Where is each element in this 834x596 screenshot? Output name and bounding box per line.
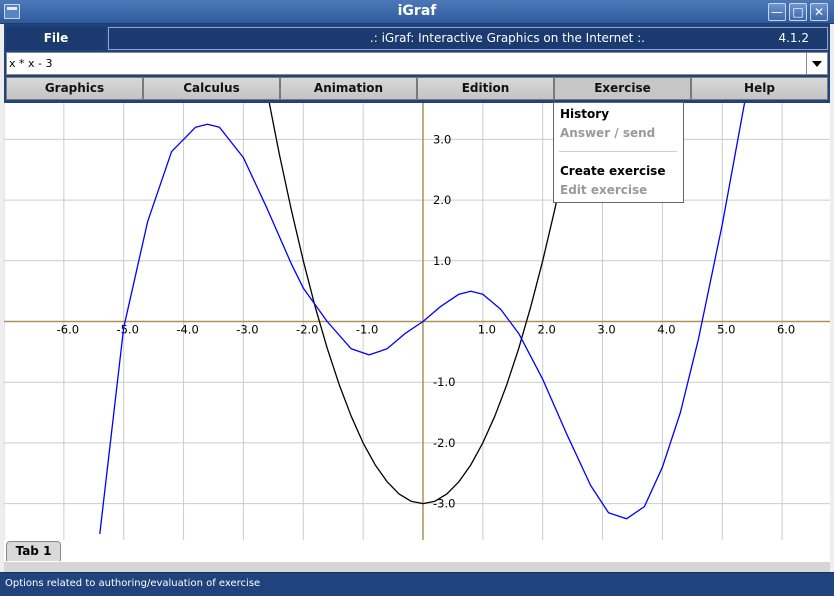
menu-exercise[interactable]: Exercise — [554, 77, 691, 100]
app-banner: .: iGraf: Interactive Graphics on the In… — [108, 27, 828, 50]
tab-strip-divider — [4, 562, 830, 572]
y-tick-label: -2.0 — [433, 436, 455, 450]
y-tick-label: 2.0 — [433, 193, 451, 207]
series-line-1 — [268, 103, 578, 505]
x-tick-label: 6.0 — [777, 323, 795, 337]
maximize-button[interactable]: □ — [789, 3, 807, 21]
close-button[interactable]: ✕ — [810, 3, 828, 21]
version-label: 4.1.2 — [778, 31, 809, 45]
expression-input[interactable] — [7, 53, 805, 74]
banner-title: .: iGraf: Interactive Graphics on the In… — [369, 31, 645, 45]
file-menu-button[interactable]: File — [6, 27, 106, 50]
series-line-2 — [99, 103, 746, 534]
menu-help[interactable]: Help — [691, 77, 828, 100]
y-tick-label: 3.0 — [433, 132, 451, 146]
x-tick-label: -4.0 — [176, 323, 198, 337]
title-bar: iGraf — □ ✕ — [0, 0, 834, 24]
x-tick-label: -1.0 — [356, 323, 378, 337]
x-tick-label: 2.0 — [538, 323, 556, 337]
menu-calculus[interactable]: Calculus — [143, 77, 280, 100]
exercise-dropdown-menu: History Answer / send Create exercise Ed… — [553, 102, 684, 203]
x-tick-label: -6.0 — [57, 323, 79, 337]
minimize-button[interactable]: — — [768, 3, 786, 21]
tab-bar: Tab 1 — [4, 540, 830, 562]
menu-edition[interactable]: Edition — [417, 77, 554, 100]
window-icon[interactable] — [4, 4, 20, 19]
y-tick-label: -3.0 — [433, 497, 455, 511]
x-tick-label: -2.0 — [296, 323, 318, 337]
function-plot[interactable]: -6.0 -5.0 -4.0 -3.0 -2.0 -1.0 1.0 2.0 3.0 4.0 5.0 6… — [4, 103, 830, 540]
menu-item-answer-send: Answer / send — [560, 126, 656, 140]
x-tick-label: 4.0 — [657, 323, 675, 337]
x-tick-label: 3.0 — [597, 323, 615, 337]
menu-separator — [559, 151, 677, 152]
x-tick-label: -5.0 — [116, 323, 138, 337]
y-tick-label: -1.0 — [433, 375, 455, 389]
menu-item-edit-exercise: Edit exercise — [560, 183, 648, 197]
x-tick-label: -3.0 — [236, 323, 258, 337]
x-tick-label: 1.0 — [478, 323, 496, 337]
window-title: iGraf — [397, 3, 437, 19]
y-tick-label: 1.0 — [433, 254, 451, 268]
minimize-icon: — — [771, 5, 783, 19]
expression-combobox[interactable] — [6, 52, 828, 75]
graph-canvas[interactable]: -6.0 -5.0 -4.0 -3.0 -2.0 -1.0 1.0 2.0 3.0 4.0 5.0 6… — [4, 103, 830, 540]
main-menu-bar: Graphics Calculus Animation Edition Exer… — [6, 77, 828, 100]
menu-item-history[interactable]: History — [560, 107, 610, 121]
status-text: Options related to authoring/evaluation … — [5, 578, 261, 589]
status-bar: Options related to authoring/evaluation … — [0, 572, 834, 596]
menu-graphics[interactable]: Graphics — [6, 77, 143, 100]
menu-animation[interactable]: Animation — [280, 77, 417, 100]
maximize-icon: □ — [792, 5, 804, 19]
toolbar-frame: File .: iGraf: Interactive Graphics on t… — [4, 24, 830, 103]
chevron-down-icon[interactable] — [806, 53, 827, 74]
close-icon: ✕ — [813, 5, 825, 19]
x-tick-label: 5.0 — [717, 323, 735, 337]
tab-1[interactable]: Tab 1 — [6, 541, 61, 561]
menu-item-create-exercise[interactable]: Create exercise — [560, 164, 666, 178]
